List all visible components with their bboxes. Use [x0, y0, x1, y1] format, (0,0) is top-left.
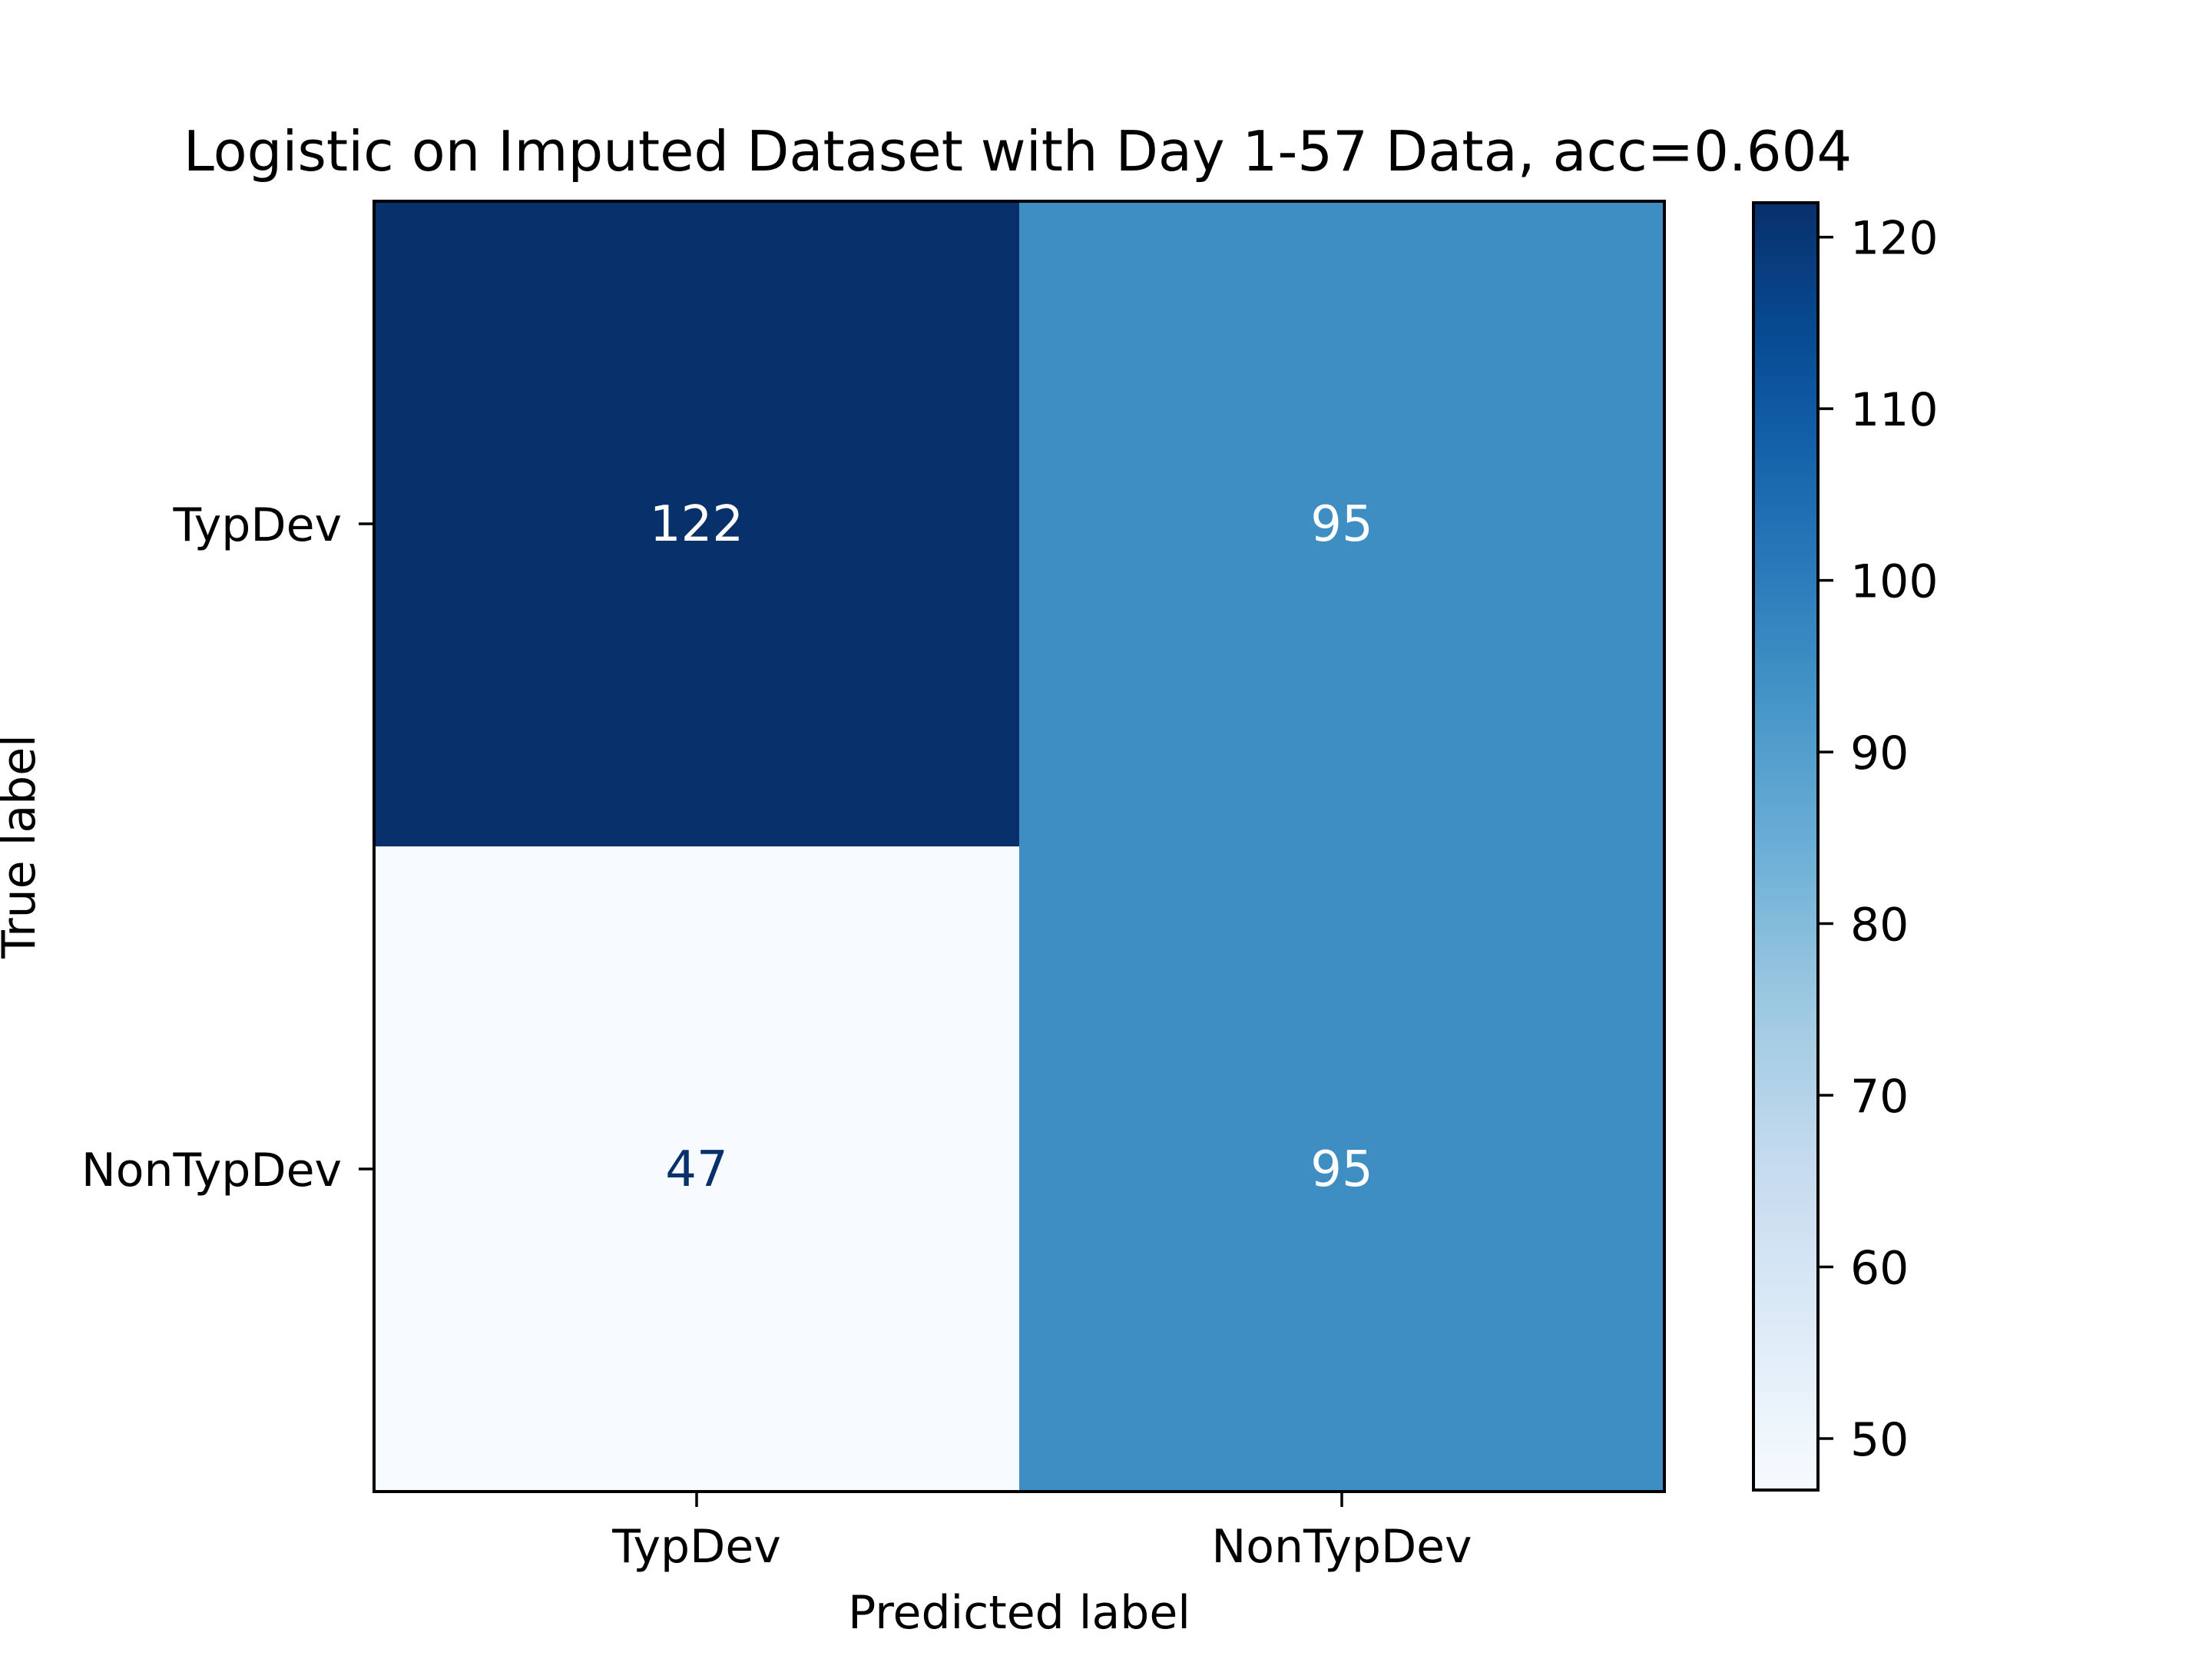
y-axis-ticks: TypDev NonTypDev [81, 498, 374, 1197]
x-tick-label: TypDev [611, 1520, 781, 1574]
x-axis-ticks: TypDev NonTypDev [611, 1492, 1472, 1574]
x-axis-label: Predicted label [848, 1586, 1190, 1640]
colorbar-tick-label: 100 [1850, 555, 1939, 609]
y-axis-label: True label [0, 734, 46, 959]
heatmap-cell-0-0 [374, 201, 1019, 846]
heatmap-cell-1-1 [1019, 846, 1664, 1492]
plot-frame [373, 200, 1666, 1493]
cell-value-0-0: 122 [650, 496, 743, 553]
colorbar-frame [1752, 201, 1820, 1492]
cell-value-1-1: 95 [1310, 1141, 1373, 1198]
heatmap-cell-0-1 [1019, 201, 1664, 846]
colorbar-ticks: 50 60 70 80 90 100 110 120 [1818, 212, 1939, 1467]
colorbar-tick-label: 120 [1850, 212, 1939, 266]
chart-title: Logistic on Imputed Dataset with Day 1-5… [184, 119, 1852, 184]
heatmap-cell-1-0 [374, 846, 1019, 1492]
x-tick-label: NonTypDev [1211, 1520, 1472, 1574]
cell-value-0-1: 95 [1310, 496, 1373, 553]
heatmap-cells [374, 201, 1664, 1492]
y-tick-label: NonTypDev [81, 1144, 342, 1197]
cell-value-1-0: 47 [665, 1141, 727, 1198]
colorbar [1753, 203, 1818, 1490]
colorbar-tick-label: 50 [1850, 1413, 1909, 1467]
y-tick-label: TypDev [172, 498, 342, 552]
heatmap-cell-labels: 122 95 47 95 [650, 496, 1373, 1198]
colorbar-tick-label: 60 [1850, 1241, 1909, 1295]
colorbar-tick-label: 90 [1850, 727, 1909, 780]
colorbar-tick-label: 70 [1850, 1070, 1909, 1124]
colorbar-tick-label: 80 [1850, 899, 1909, 952]
colorbar-tick-label: 110 [1850, 383, 1939, 437]
